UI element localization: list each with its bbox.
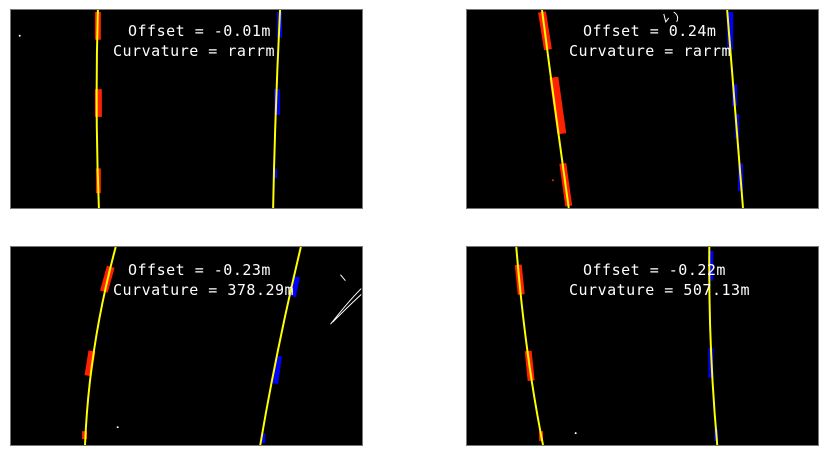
noise-edges: [663, 11, 679, 24]
right-lane-pixels: [273, 168, 278, 179]
lane-panel-2: Offset = 0.24m Curvature = rarrm: [466, 9, 819, 209]
right-lane-pixels: [727, 11, 734, 50]
left-lane-pixels: [94, 89, 102, 117]
lane-panel-4: Offset = -0.22m Curvature = 507.13m: [466, 246, 819, 446]
left-lane-fit-line: [541, 10, 570, 208]
right-lane-pixels: [274, 89, 281, 115]
right-lane-fit-line: [272, 10, 282, 208]
lane-overlay-2: [538, 10, 744, 208]
left-lane-fit-line: [515, 247, 544, 445]
noise-pixel: [574, 432, 577, 435]
right-lane-fit-line: [726, 10, 744, 208]
noise-pixel: [551, 179, 554, 182]
left-lane-fit-line: [84, 247, 117, 445]
noise-pixel: [116, 426, 119, 429]
left-lane-fit-line: [95, 10, 100, 208]
right-lane-pixels: [272, 355, 283, 385]
right-lane-fit-line: [259, 247, 302, 445]
left-lane-pixels: [549, 76, 567, 135]
right-lane-fit-line: [708, 247, 719, 445]
offset-label: Offset = -0.23m: [128, 261, 271, 279]
curvature-label: Curvature = 507.13m: [569, 281, 751, 299]
curvature-label: Curvature = 378.29m: [113, 281, 295, 299]
right-lane-pixels: [261, 433, 266, 444]
lane-overlay-4: [514, 247, 719, 445]
noise-pixel: [18, 34, 21, 37]
curvature-label: Curvature = rarrm: [569, 42, 732, 60]
right-lane-pixels: [708, 250, 714, 281]
lane-overlay-3: [82, 247, 362, 445]
offset-label: Offset = -0.22m: [583, 261, 726, 279]
offset-label: Offset = 0.24m: [583, 22, 717, 40]
lane-overlay-1: [18, 10, 283, 208]
lane-panel-3: Offset = -0.23m Curvature = 378.29m: [10, 246, 363, 446]
curvature-label: Curvature = rarrm: [113, 42, 276, 60]
lane-panel-1: Offset = -0.01m Curvature = rarrm: [10, 9, 363, 209]
offset-label: Offset = -0.01m: [128, 22, 271, 40]
left-lane-pixels: [84, 350, 96, 377]
noise-edges: [330, 274, 362, 325]
right-lane-pixels: [290, 276, 300, 298]
